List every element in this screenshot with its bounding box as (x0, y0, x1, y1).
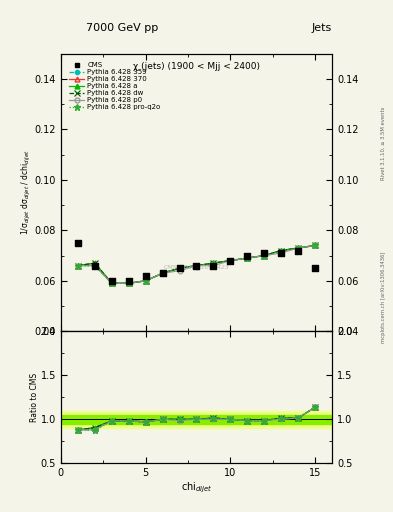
Point (227, 257, 233, 265)
Point (312, 264, 318, 272)
Text: Rivet 3.1.10, ≥ 3.5M events: Rivet 3.1.10, ≥ 3.5M events (381, 106, 386, 180)
X-axis label: chi$_{dijet}$: chi$_{dijet}$ (181, 481, 212, 496)
Point (108, 276, 115, 285)
Y-axis label: Ratio to CMS: Ratio to CMS (30, 373, 39, 422)
Point (295, 246, 301, 254)
Text: mcplots.cern.ch [arXiv:1306.3436]: mcplots.cern.ch [arXiv:1306.3436] (381, 251, 386, 343)
Point (244, 251, 250, 260)
Text: χ (jets) (1900 < Mjj < 2400): χ (jets) (1900 < Mjj < 2400) (133, 62, 260, 71)
Point (125, 276, 132, 285)
Point (176, 264, 183, 272)
Text: 7000 GeV pp: 7000 GeV pp (86, 23, 158, 33)
Legend: CMS, Pythia 6.428 359, Pythia 6.428 370, Pythia 6.428 a, Pythia 6.428 dw, Pythia: CMS, Pythia 6.428 359, Pythia 6.428 370,… (67, 60, 163, 113)
Point (278, 249, 285, 257)
Point (261, 249, 267, 257)
Point (193, 262, 200, 270)
Point (143, 272, 149, 280)
Y-axis label: 1/σ$_{dijet}$ dσ$_{dijet}$ / dchi$_{dijet}$: 1/σ$_{dijet}$ dσ$_{dijet}$ / dchi$_{dije… (20, 150, 33, 236)
Point (75, 239, 81, 247)
Text: CMS_2012_I1090423: CMS_2012_I1090423 (163, 265, 230, 270)
Point (160, 269, 166, 278)
Point (210, 262, 217, 270)
Text: Jets: Jets (312, 23, 332, 33)
Point (92, 262, 98, 270)
